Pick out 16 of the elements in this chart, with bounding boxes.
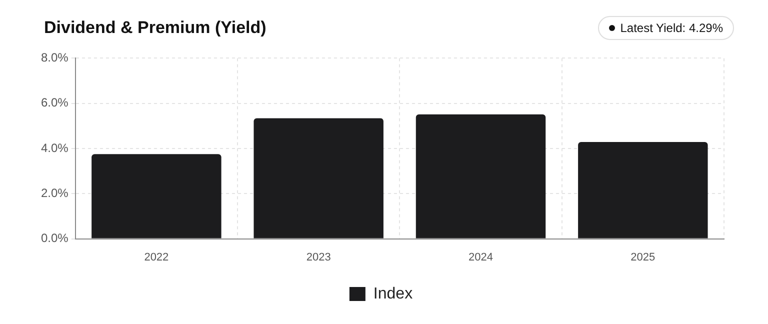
- x-tick-label: 2024: [468, 251, 493, 264]
- bar: [92, 154, 222, 238]
- text: Latest Yield: 4.29%: [620, 21, 723, 35]
- y-tick-label: 4.0%: [40, 140, 69, 155]
- bar: [254, 118, 384, 238]
- x-tick-label: 2025: [630, 251, 656, 264]
- y-tick-label: 6.0%: [40, 96, 69, 110]
- y-tick-label: 2.0%: [40, 186, 69, 200]
- legend-label: Index: [373, 285, 413, 302]
- chart-title: Dividend & Premium (Yield): [44, 18, 266, 38]
- y-tick-label: 8.0%: [40, 50, 69, 65]
- bar: [416, 114, 546, 238]
- x-tick-label: 2023: [306, 251, 331, 264]
- bar: [578, 142, 708, 238]
- x-tick-label: 2022: [144, 251, 169, 264]
- y-tick-label: 0.0%: [40, 231, 69, 246]
